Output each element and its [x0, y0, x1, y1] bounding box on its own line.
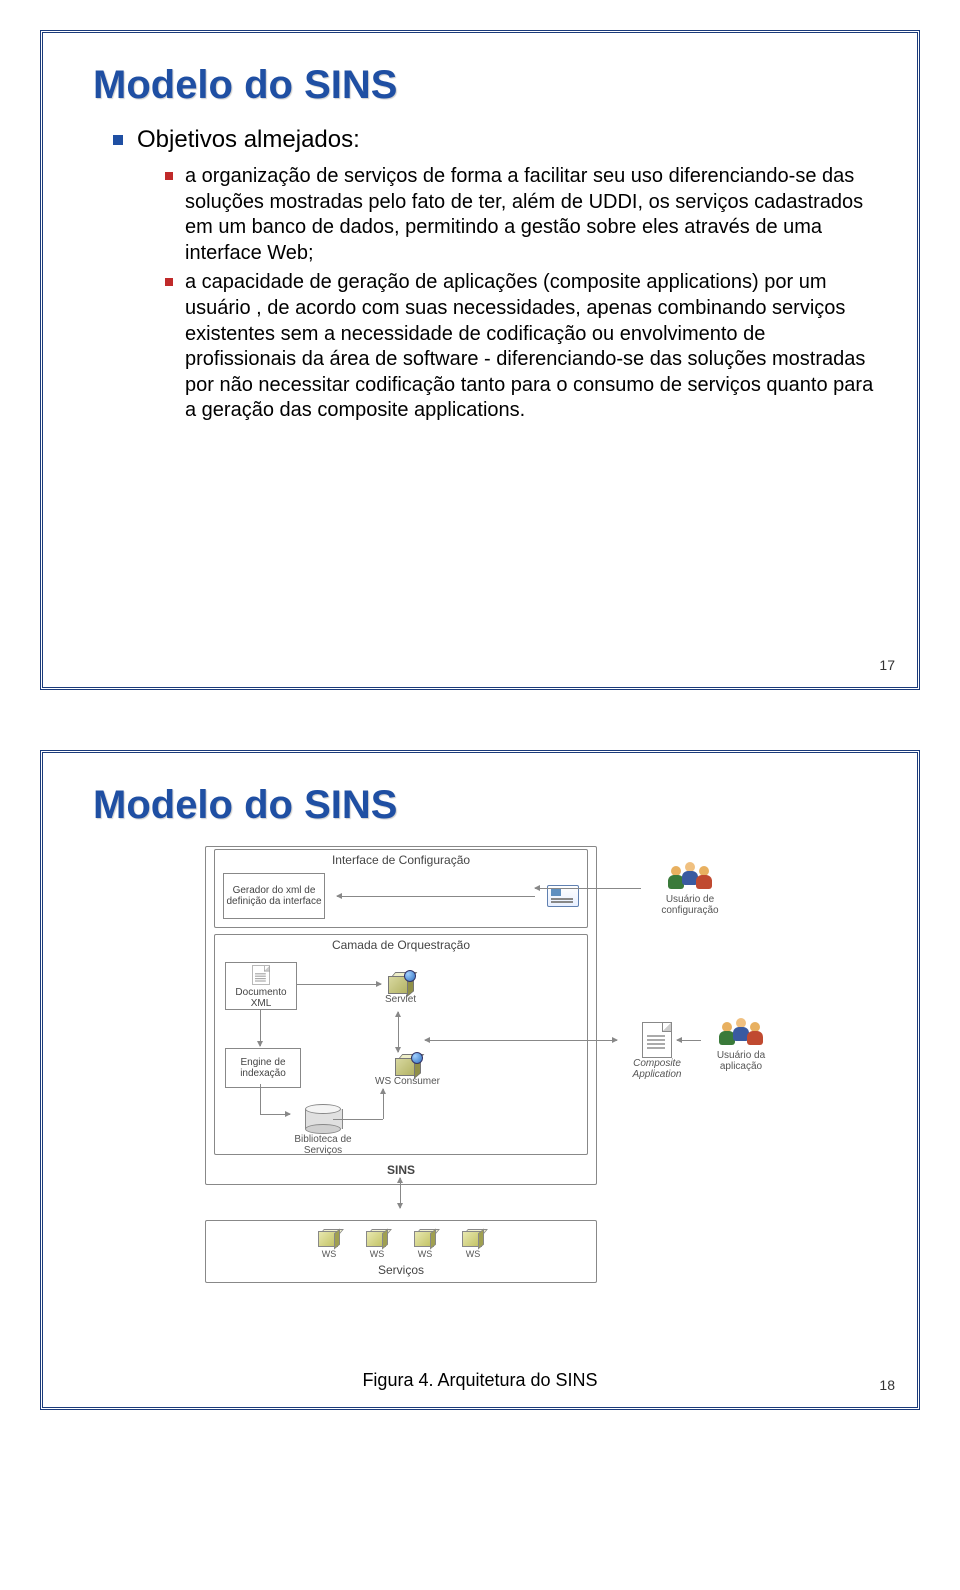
- biblioteca-label: Biblioteca de Serviços: [293, 1134, 353, 1156]
- bullet-level1: Objetivos almejados:: [113, 126, 877, 154]
- ws-node: WS: [366, 1229, 388, 1259]
- slide-1: Modelo do SINS Objetivos almejados: a or…: [40, 30, 920, 690]
- cube-icon: [318, 1229, 340, 1247]
- ws-node: WS: [414, 1229, 436, 1259]
- arrow-icon: [398, 1012, 399, 1052]
- figure-caption: Figura 4. Arquitetura do SINS: [43, 1370, 917, 1391]
- gerador-box: Gerador do xml de definição da interface: [223, 873, 325, 919]
- document-icon: [252, 965, 270, 984]
- bullet-text: a organização de serviços de forma a fac…: [185, 164, 877, 266]
- sins-frame: Interface de Configuração Gerador do xml…: [205, 846, 597, 1185]
- arrow-icon: [677, 1040, 701, 1041]
- arrow-icon: [383, 1089, 384, 1119]
- people-icon: [719, 1018, 763, 1050]
- bullet-level2: a capacidade de geração de aplicações (c…: [165, 270, 877, 424]
- arrow-icon: [425, 1040, 617, 1041]
- frame-label: Camada de Orquestração: [215, 935, 587, 954]
- document-icon: [642, 1022, 672, 1058]
- bullet-text: Objetivos almejados:: [137, 126, 360, 154]
- square-bullet-icon: [165, 172, 173, 180]
- orch-frame: Camada de Orquestração Documento XML Eng…: [214, 934, 588, 1155]
- servicos-frame: WS WS WS WS Serviços: [205, 1220, 597, 1283]
- square-bullet-icon: [165, 278, 173, 286]
- usuario-config: Usuário de configuração: [645, 862, 735, 916]
- slide-title: Modelo do SINS: [93, 63, 877, 108]
- arrow-icon: [260, 1114, 290, 1115]
- ws-node: WS: [462, 1229, 484, 1259]
- page-number: 17: [879, 657, 895, 673]
- page-number: 18: [879, 1377, 895, 1393]
- cube-icon: [366, 1229, 388, 1247]
- cube-icon: [414, 1229, 436, 1247]
- cube-icon: [462, 1229, 484, 1247]
- bullet-level2: a organização de serviços de forma a fac…: [165, 164, 877, 266]
- square-bullet-icon: [113, 135, 123, 145]
- arrow-icon: [333, 1119, 383, 1120]
- arrow-icon: [297, 984, 381, 985]
- doc-xml-box: Documento XML: [225, 962, 297, 1010]
- arrow-icon: [260, 1010, 261, 1046]
- people-icon: [668, 862, 712, 894]
- ws-consumer-label: WS Consumer: [375, 1076, 440, 1087]
- servicos-label: Serviços: [206, 1259, 596, 1280]
- arrow-icon: [260, 1084, 261, 1114]
- frame-label: Interface de Configuração: [215, 850, 587, 869]
- server-icon: [395, 1054, 421, 1076]
- slide-2: Modelo do SINS Interface de Configuração…: [40, 750, 920, 1410]
- slide-title: Modelo do SINS: [93, 783, 877, 828]
- usuario-app: Usuário da aplicação: [703, 1018, 779, 1072]
- server-icon: [388, 972, 414, 994]
- config-frame: Interface de Configuração Gerador do xml…: [214, 849, 588, 928]
- bullet-text: a capacidade de geração de aplicações (c…: [185, 270, 877, 424]
- servlet-label: Servlet: [385, 994, 416, 1005]
- arrow-icon: [400, 1178, 401, 1208]
- composite-app: Composite Application: [621, 1022, 693, 1080]
- arrow-icon: [535, 888, 641, 889]
- engine-box: Engine de indexação: [225, 1048, 301, 1088]
- ws-node: WS: [318, 1229, 340, 1259]
- architecture-diagram: Interface de Configuração Gerador do xml…: [205, 846, 765, 1316]
